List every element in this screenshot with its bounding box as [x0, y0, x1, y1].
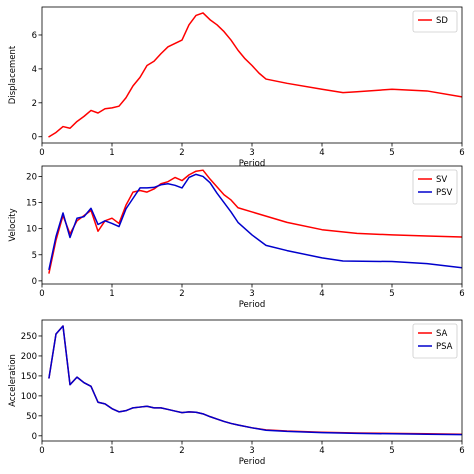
x-tick-label: 6	[459, 148, 464, 158]
x-axis-label: Period	[239, 300, 266, 310]
x-axis-label: Period	[239, 457, 266, 467]
x-axis-label: Period	[239, 159, 266, 169]
series-line-psv	[48, 173, 462, 271]
x-tick-label: 5	[389, 446, 394, 456]
x-tick-label: 2	[179, 289, 184, 299]
legend: SA PSA	[412, 323, 458, 359]
y-tick-label: 250	[21, 332, 37, 342]
series-line-psa	[48, 325, 462, 436]
x-tick-label: 5	[389, 148, 394, 158]
legend: SD	[412, 10, 458, 33]
x-tick-label: 2	[179, 446, 184, 456]
y-tick-label: 20	[26, 172, 37, 182]
x-tick-label: 6	[459, 446, 464, 456]
x-tick-label: 5	[389, 289, 394, 299]
x-tick-label: 3	[249, 148, 254, 158]
x-tick-label: 2	[179, 148, 184, 158]
x-tick-label: 1	[109, 446, 114, 456]
x-tick-label: 3	[249, 289, 254, 299]
series-line-sv	[48, 169, 462, 274]
y-tick-label: 10	[26, 225, 37, 235]
chart-panel-2: 0 1 2 3 4 5 6 0 5 10 15 20 Period Velocity SV PSV	[8, 165, 465, 310]
y-tick-label: 100	[21, 392, 37, 402]
legend: SV PSV	[412, 169, 458, 205]
y-axis-label: Displacement	[8, 45, 18, 104]
legend-label-sv: SV	[436, 175, 447, 185]
y-axis-label: Velocity	[8, 208, 18, 241]
x-tick-label: 4	[319, 289, 324, 299]
y-axis-label: Acceleration	[8, 354, 18, 407]
y-tick-label: 0	[32, 133, 37, 143]
series-line-sd	[48, 12, 462, 138]
y-tick-label: 15	[26, 199, 37, 209]
x-tick-label: 3	[249, 446, 254, 456]
legend-label-sa: SA	[436, 329, 448, 339]
x-tick-label: 0	[39, 148, 44, 158]
y-tick-label: 5	[32, 251, 37, 261]
x-tick-label: 4	[319, 446, 324, 456]
y-tick-label: 0	[32, 432, 37, 442]
chart-panel-3: 0 1 2 3 4 5 6 0 50 100 150 200 250 Period Acceleration…	[8, 319, 465, 467]
legend-box	[412, 323, 458, 359]
legend-box	[412, 169, 458, 205]
x-tick-label: 1	[109, 148, 114, 158]
y-tick-label: 6	[32, 31, 37, 41]
legend-label-psa: PSA	[436, 342, 453, 352]
x-tick-label: 4	[319, 148, 324, 158]
y-tick-label: 150	[21, 372, 37, 382]
y-tick-label: 2	[32, 99, 37, 109]
axes-frame	[41, 319, 463, 442]
y-tick-label: 200	[21, 352, 37, 362]
legend-label-psv: PSV	[436, 188, 453, 198]
axes-frame	[41, 165, 463, 285]
legend-label-sd: SD	[436, 16, 448, 26]
chart-panel-1: 0 1 2 3 4 5 6 0 2 4 6 Period Displacement SD	[8, 6, 465, 169]
y-tick-label: 4	[32, 65, 37, 75]
x-tick-label: 1	[109, 289, 114, 299]
y-tick-label: 0	[32, 277, 37, 287]
series-line-sa	[48, 325, 462, 435]
axes-frame	[41, 6, 463, 144]
x-tick-label: 0	[39, 446, 44, 456]
legend-box	[412, 10, 458, 33]
x-tick-label: 0	[39, 289, 44, 299]
x-tick-label: 6	[459, 289, 464, 299]
y-tick-label: 50	[26, 412, 37, 422]
